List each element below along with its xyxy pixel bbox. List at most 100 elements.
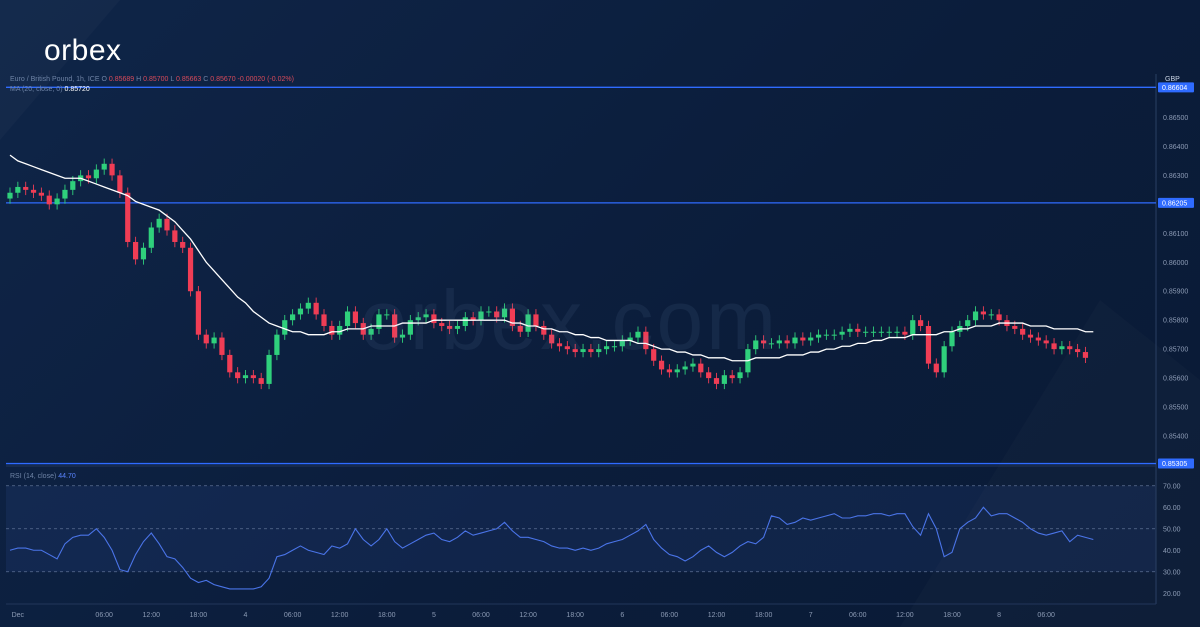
candle-body <box>784 340 790 344</box>
time-tick-label: 06:00 <box>661 612 679 619</box>
rsi-tick-label: 50.00 <box>1163 526 1181 533</box>
moving-average <box>9 154 1094 362</box>
ohlc-l-key: L <box>170 76 175 83</box>
time-tick-label: 06:00 <box>472 612 490 619</box>
rsi-header: RSI (14, close) 44.70 <box>10 473 76 480</box>
candle-body <box>509 308 515 326</box>
candle-body <box>674 369 680 373</box>
level-price-tag <box>1158 197 1194 208</box>
candle-body <box>611 346 618 348</box>
ma-line <box>9 154 1094 362</box>
time-tick-label: 5 <box>432 612 436 619</box>
candle-body <box>690 363 696 367</box>
candle-body <box>721 375 727 384</box>
ohlc-l-value: 0.85663 <box>176 76 202 83</box>
time-tick-label: 12:00 <box>143 612 161 619</box>
candle-body <box>753 340 759 350</box>
candle-body <box>297 308 304 315</box>
candle-body <box>776 340 782 344</box>
candle-body <box>407 320 413 335</box>
candle-body <box>462 317 468 326</box>
price-tick-label: 0.86500 <box>1163 115 1188 122</box>
candle-body <box>62 189 68 199</box>
time-tick-label: 6 <box>620 612 624 619</box>
candle-body <box>46 195 52 205</box>
candle-body <box>525 314 531 332</box>
time-tick-label: 06:00 <box>1037 612 1055 619</box>
candle-body <box>713 378 720 384</box>
level-price-tag <box>1158 458 1194 469</box>
candle-body <box>815 334 822 338</box>
symbol-name: Euro / British Pound, 1h, ICE <box>10 76 100 83</box>
candle-body <box>219 337 225 355</box>
price-tick-label: 0.85400 <box>1163 434 1188 441</box>
time-tick-label: 12:00 <box>708 612 726 619</box>
candle-body <box>706 372 712 379</box>
candle-body <box>996 314 1002 321</box>
candle-body <box>235 372 241 379</box>
watermark: orbex.com <box>360 273 780 367</box>
price-change: -0.00020 (-0.02%) <box>237 76 294 83</box>
candle-body <box>423 314 429 318</box>
candle-body <box>925 325 932 364</box>
candle-body <box>15 186 21 193</box>
candle-body <box>698 363 704 373</box>
candle-body <box>533 314 539 326</box>
candle-body <box>1027 334 1034 338</box>
ohlc-o-key: O <box>101 76 107 83</box>
time-tick-label: 18:00 <box>378 612 396 619</box>
candle-body <box>250 375 256 379</box>
candle-body <box>203 334 209 344</box>
candle-body <box>855 328 861 332</box>
candle-body <box>211 337 217 344</box>
price-axis: 0.86500 0.86400 0.86300 0.86100 0.86000 0.859… <box>1158 82 1194 598</box>
candle-body <box>337 325 343 335</box>
candle-body <box>368 328 374 335</box>
ma-label: MA (20, close, 0) <box>10 86 63 93</box>
candle-body <box>117 175 123 193</box>
candle-body <box>863 331 869 333</box>
currency-label: GBP <box>1165 76 1180 83</box>
rsi-value: 44.70 <box>58 473 76 480</box>
candle-body <box>658 360 665 370</box>
candle-body <box>1067 346 1073 350</box>
ohlc-h-value: 0.85700 <box>143 76 169 83</box>
candle-body <box>133 241 139 260</box>
candle-body <box>1020 328 1026 335</box>
candle-body <box>54 198 60 205</box>
time-tick-label: 12:00 <box>331 612 349 619</box>
candle-body <box>902 331 908 335</box>
candle-body <box>447 325 453 329</box>
candle-body <box>604 346 610 350</box>
candle-body <box>266 354 272 384</box>
candle-body <box>164 218 170 231</box>
candle-body <box>227 354 233 373</box>
candle-body <box>768 343 775 345</box>
ohlc-h-key: H <box>136 76 142 83</box>
price-tick-label: 0.85700 <box>1163 347 1188 354</box>
ohlc-o-value: 0.85689 <box>108 76 135 83</box>
level-price-tag <box>1158 82 1194 93</box>
candle-body <box>125 192 131 242</box>
candle-body <box>376 314 382 329</box>
candle-body <box>187 247 194 292</box>
candle-body <box>580 349 586 353</box>
candle-body <box>282 320 288 335</box>
candle-body <box>1082 352 1089 358</box>
candle-body <box>949 331 955 347</box>
candle-body <box>85 175 92 179</box>
price-tick-label: 0.85600 <box>1163 376 1188 383</box>
time-tick-label: Dec <box>12 612 25 619</box>
candle-body <box>1043 340 1049 344</box>
candle-body <box>195 291 201 335</box>
horizontal-levels <box>6 86 1156 465</box>
candle-body <box>494 311 500 318</box>
candle-body <box>635 331 641 338</box>
rsi-tick-label: 40.00 <box>1163 548 1181 555</box>
orbex-logo: orbex <box>44 34 122 67</box>
candle-body <box>478 311 484 321</box>
candle-body <box>470 317 476 321</box>
symbol-header: Euro / British Pound, 1h, ICE O 0.85689 … <box>10 76 294 83</box>
candle-body <box>156 218 162 228</box>
